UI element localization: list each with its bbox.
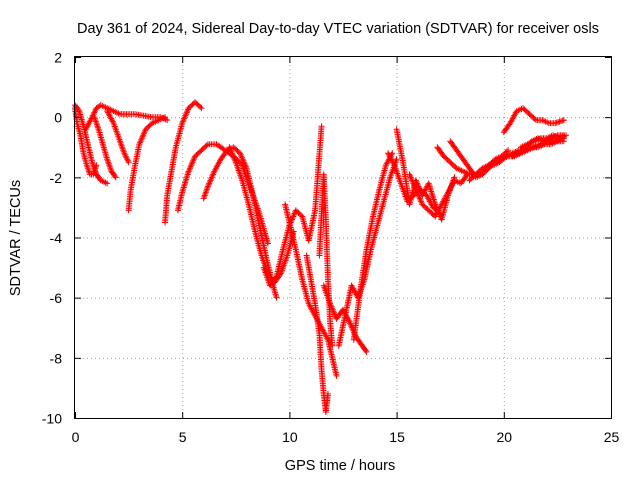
x-axis-label: GPS time / hours: [285, 458, 395, 474]
data-points: [72, 99, 569, 415]
data-point: [362, 347, 369, 354]
y-tick-label: 0: [54, 110, 62, 126]
data-point: [162, 114, 169, 121]
data-point: [557, 118, 564, 125]
plot-frame: [74, 56, 612, 419]
series-arc-27: [517, 132, 569, 151]
series-arc-25: [500, 105, 567, 136]
data-point: [111, 173, 118, 180]
y-tick-label: -10: [42, 411, 62, 427]
data-point: [531, 115, 538, 122]
data-point: [273, 294, 280, 301]
chart-title: Day 361 of 2024, Sidereal Day-to-day VTE…: [77, 21, 599, 37]
data-point: [505, 147, 512, 154]
series-arc-16: [335, 156, 400, 349]
series-arc-14: [316, 171, 336, 349]
series-arc-20: [406, 171, 471, 220]
y-axis-label: SDTVAR / TECUs: [8, 180, 24, 296]
data-point: [560, 117, 567, 124]
series-arc-7: [162, 99, 205, 226]
series-arc-17: [350, 150, 396, 343]
data-point: [112, 174, 119, 181]
series-arc-4: [91, 114, 119, 181]
data-point: [104, 180, 111, 187]
series-arc-6: [104, 108, 132, 166]
series-arc-9: [200, 144, 280, 301]
data-point: [333, 372, 340, 379]
x-tick-label: 15: [389, 429, 405, 445]
data-point: [555, 119, 562, 126]
data-point: [272, 274, 279, 281]
series-arc-13: [303, 252, 331, 415]
series-arc-2: [72, 105, 100, 178]
data-point: [324, 390, 331, 397]
data-point: [93, 162, 100, 169]
x-tick-label: 10: [282, 429, 298, 445]
y-tick-label: -4: [50, 230, 63, 246]
axis-ticks: 0 5 10 15 20 25 -10 -8 -6 -4 -2 0 2: [42, 50, 620, 446]
data-point: [553, 119, 560, 126]
data-point: [560, 138, 567, 145]
grid: [75, 57, 611, 418]
data-point: [164, 117, 171, 124]
data-point: [552, 120, 559, 127]
data-point: [197, 103, 204, 110]
data-point: [363, 348, 370, 355]
y-tick-label: -2: [50, 170, 63, 186]
data-point: [556, 118, 563, 125]
series-arc-24: [490, 138, 567, 169]
data-point: [125, 159, 132, 166]
series-arc-5: [125, 114, 169, 214]
data-point: [198, 105, 205, 112]
data-point: [559, 117, 566, 124]
y-tick-label: -6: [50, 290, 63, 306]
data-point: [318, 123, 325, 130]
data-point: [393, 156, 400, 163]
x-tick-label: 0: [72, 429, 80, 445]
x-tick-label: 5: [179, 429, 187, 445]
y-tick-label: -8: [50, 350, 63, 366]
x-tick-label: 20: [497, 429, 513, 445]
data-point: [503, 148, 510, 155]
x-tick-label: 25: [604, 429, 620, 445]
data-point: [203, 142, 210, 149]
data-point: [562, 132, 569, 139]
y-tick-label: 2: [54, 50, 62, 66]
data-point: [329, 342, 336, 349]
